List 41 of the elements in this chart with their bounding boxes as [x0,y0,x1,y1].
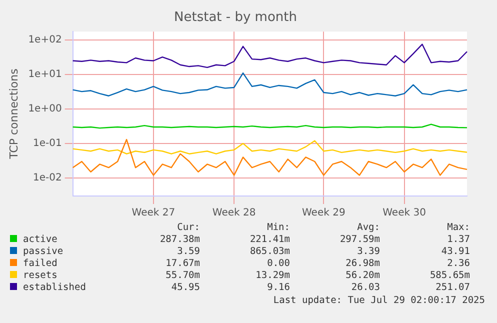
text: 0.00 [266,258,290,270]
x-tick-label: Week 27 [132,208,176,219]
y-tick-label: 1e-02 [32,172,62,184]
text: 865.03m [248,246,290,258]
text: 26.98m [344,258,380,270]
x-tick-label: Week 29 [302,208,346,219]
y-tick-label: 1e+02 [28,34,62,46]
legend-label: established [23,282,86,293]
y-axis-title: TCP connections [7,68,20,160]
legend-label: failed [23,258,58,269]
text: 56.20m [344,270,380,282]
chart-title: Netstat - by month [174,10,297,26]
text: 287.38m [158,234,200,246]
text: 3.59 [176,246,200,258]
text: 17.67m [164,258,200,270]
text: 2.36 [446,258,470,270]
text: 3.39 [356,246,380,258]
text: 45.95 [170,282,200,294]
text: Last update: Tue Jul 29 02:00:17 2025 [273,295,485,306]
text: 585.65m [428,270,470,282]
text: 251.07 [434,282,470,294]
text: 43.91 [440,246,470,258]
text: Max: [446,222,470,234]
text: Cur: [176,222,200,234]
legend-label: passive [23,246,64,257]
text: Avg: [356,222,380,234]
text: 26.03 [350,282,380,294]
text: 13.29m [254,270,290,282]
y-tick-label: 1e+01 [28,69,62,80]
text: 297.59m [338,234,380,246]
legend-label: active [23,234,58,245]
y-tick-label: 1e-01 [32,138,62,150]
text: Min: [266,222,290,234]
text: 55.70m [164,270,200,282]
y-tick-label: 1e+00 [28,104,62,115]
x-tick-label: Week 28 [212,208,256,219]
text: 9.16 [266,282,290,294]
text: 1.37 [446,234,470,246]
legend-label: resets [23,270,58,281]
text: 221.41m [248,234,290,246]
x-tick-label: Week 30 [382,208,426,219]
